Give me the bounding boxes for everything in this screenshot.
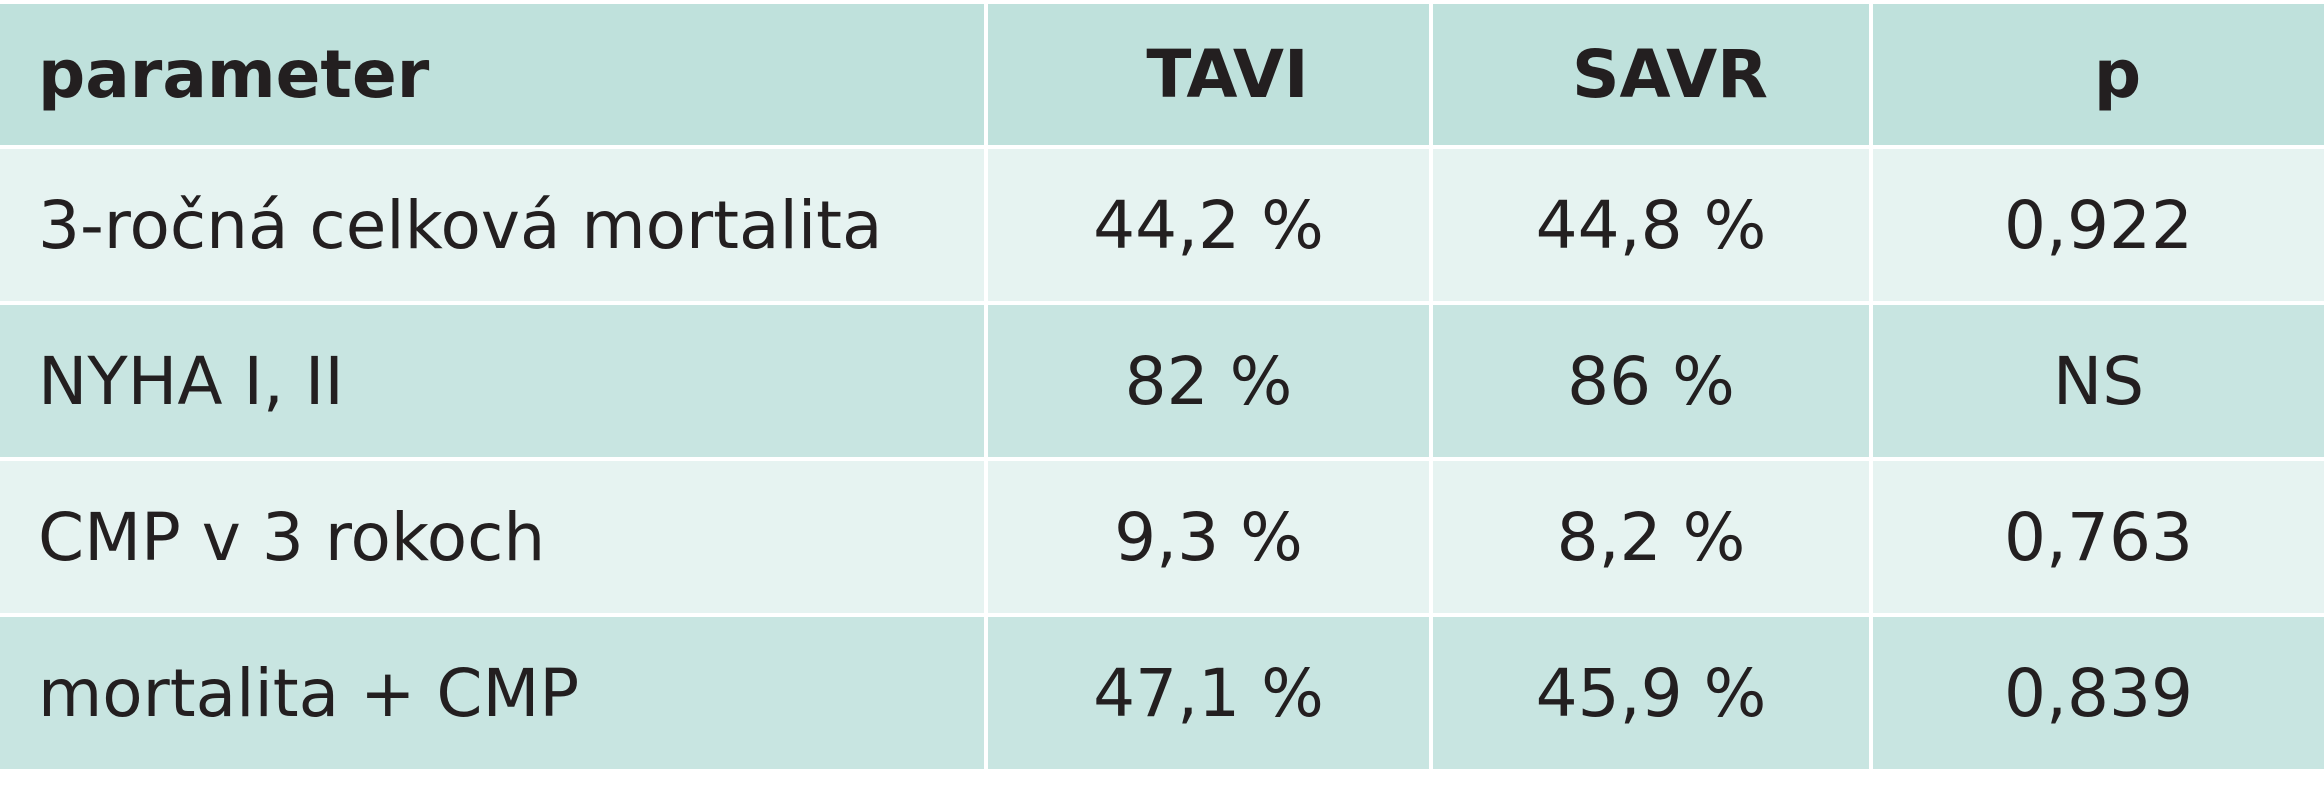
table-body: 3-ročná celková mortalita 44,2 % 44,8 % 0,9… bbox=[0, 145, 2324, 769]
table-cell: 3-ročná celková mortalita bbox=[0, 145, 986, 303]
table-cell: mortalita + CMP bbox=[0, 613, 986, 769]
table-cell: NS bbox=[1869, 301, 2324, 459]
table-row: 3-ročná celková mortalita 44,2 % 44,8 % 0,9… bbox=[0, 145, 2324, 303]
header-cell: TAVI bbox=[984, 0, 1431, 147]
table-cell: 86 % bbox=[1429, 301, 1871, 459]
table-cell: 0,839 bbox=[1869, 613, 2324, 769]
table-cell: 0,763 bbox=[1869, 457, 2324, 615]
table-row: NYHA I, II 82 % 86 % NS bbox=[0, 301, 2324, 459]
table-cell: 45,9 % bbox=[1429, 613, 1871, 769]
header-cell: SAVR bbox=[1429, 0, 1871, 147]
table-cell: 9,3 % bbox=[984, 457, 1431, 615]
header-cell: parameter bbox=[0, 0, 986, 147]
results-table: parameter TAVI SAVR p 3-ročná celková mo… bbox=[0, 0, 2324, 769]
table-cell: 47,1 % bbox=[984, 613, 1431, 769]
table-cell: 44,2 % bbox=[984, 145, 1431, 303]
table-row: mortalita + CMP 47,1 % 45,9 % 0,839 bbox=[0, 613, 2324, 769]
table-cell: 0,922 bbox=[1869, 145, 2324, 303]
header-row: parameter TAVI SAVR p bbox=[0, 0, 2324, 147]
table-cell: CMP v 3 rokoch bbox=[0, 457, 986, 615]
table-row: CMP v 3 rokoch 9,3 % 8,2 % 0,763 bbox=[0, 457, 2324, 615]
table-cell: 8,2 % bbox=[1429, 457, 1871, 615]
table-cell: 44,8 % bbox=[1429, 145, 1871, 303]
header-cell: p bbox=[1869, 0, 2324, 147]
table-cell: NYHA I, II bbox=[0, 301, 986, 459]
table-cell: 82 % bbox=[984, 301, 1431, 459]
